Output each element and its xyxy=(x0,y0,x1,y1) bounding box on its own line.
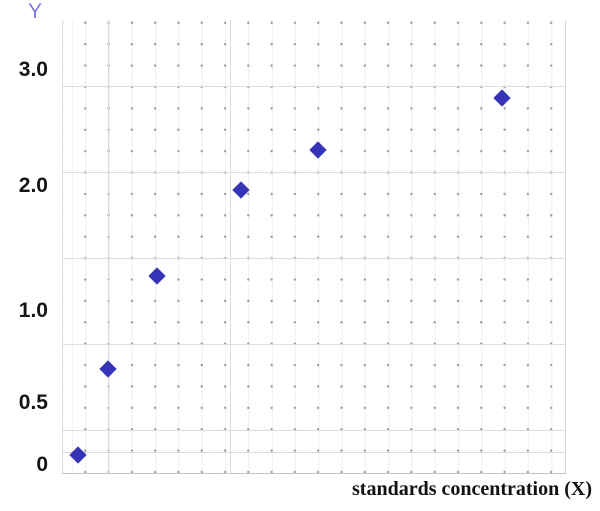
scatter-point-diamond xyxy=(148,267,166,285)
scatter-point-diamond xyxy=(309,141,327,159)
major-gridline-horizontal xyxy=(62,258,565,259)
x-axis-title: standards concentration (X) xyxy=(352,478,592,500)
major-gridline-horizontal xyxy=(62,452,565,453)
y-axis-title: Y xyxy=(28,0,43,23)
scatter-point-diamond xyxy=(99,360,117,378)
y-axis-tick-label: 1.0 xyxy=(18,299,48,322)
y-axis-tick-label: 0 xyxy=(36,453,48,476)
plot-area xyxy=(62,20,566,474)
major-gridline-vertical xyxy=(230,20,231,473)
y-axis-tick-label: 2.0 xyxy=(18,174,48,197)
major-gridline-horizontal xyxy=(62,172,565,173)
y-axis-tick-label: 3.0 xyxy=(18,58,48,81)
major-gridline-vertical xyxy=(108,20,109,473)
scatter-point-diamond xyxy=(232,181,250,199)
y-axis-tick-label: 0.5 xyxy=(18,391,48,414)
scatter-point-diamond xyxy=(493,89,511,107)
major-gridline-horizontal xyxy=(62,344,565,345)
major-gridline-vertical xyxy=(62,20,63,473)
major-gridline-horizontal xyxy=(62,430,565,431)
scatter-point-diamond xyxy=(69,446,87,464)
major-gridline-horizontal xyxy=(62,86,565,87)
